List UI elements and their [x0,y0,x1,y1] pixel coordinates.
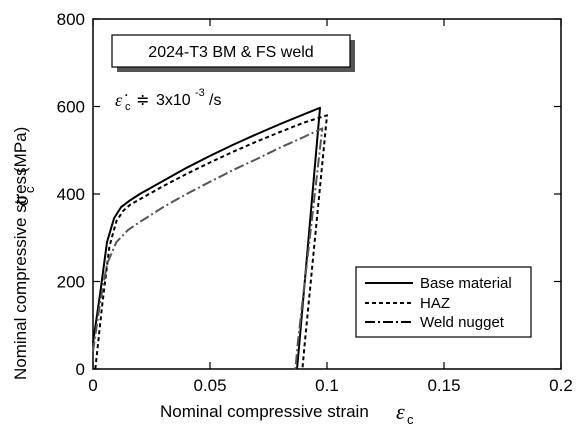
x-tick-label: 0 [88,376,97,395]
x-axis-title: Nominal compressive strain ε c [160,399,414,427]
annotation-box: 2024-T3 BM & FS weld [111,34,355,72]
y-tick-label: 800 [57,10,85,29]
legend-label-haz: HAZ [420,295,450,312]
legend-box [355,266,532,338]
y-axis-symbol: σ [8,194,33,206]
strain-rate-value: 3x10 [156,92,191,109]
x-axis-symbol: ε [396,399,405,424]
y-axis-symbol-group: σ c (MPa) [8,127,37,206]
legend-label-base-material: Base material [420,275,512,292]
y-axis-unit: (MPa) [11,127,30,173]
y-tick-label: 200 [57,273,85,292]
annotation-text: 2024-T3 BM & FS weld [148,44,313,61]
y-axis-symbol-subscript: c [22,186,37,193]
legend: Base material HAZ Weld nugget [355,266,532,338]
y-axis-ticks: 0 200 400 600 800 [57,10,561,379]
y-tick-label: 400 [57,185,85,204]
series-line-weld-nugget [92,127,324,370]
y-tick-label: 600 [57,98,85,117]
x-axis-symbol-subscript: c [407,412,414,427]
x-tick-label: 0.2 [549,376,573,395]
strain-rate-unit: /s [209,92,221,109]
x-tick-label: 0.05 [193,376,226,395]
strain-rate-approx: ≑ [136,92,149,109]
series-layer [92,106,328,370]
x-tick-label: 0.1 [315,376,339,395]
x-tick-label: 0.15 [427,376,460,395]
series-line-haz [94,114,328,370]
legend-label-weld-nugget: Weld nugget [420,314,505,331]
strain-rate-exponent: -3 [195,87,205,99]
strain-rate-annotation: ε̇ c ≑ 3x10 -3 /s [115,87,221,113]
series-line-base-material [92,106,321,370]
y-tick-label: 0 [76,360,85,379]
y-axis-label: Nominal compressive stress [11,167,30,380]
strain-rate-subscript: c [125,101,131,113]
y-axis-title: Nominal compressive stress [11,167,30,380]
x-axis-label: Nominal compressive strain [160,402,369,421]
x-axis-ticks: 0 0.05 0.1 0.15 0.2 [88,19,573,395]
